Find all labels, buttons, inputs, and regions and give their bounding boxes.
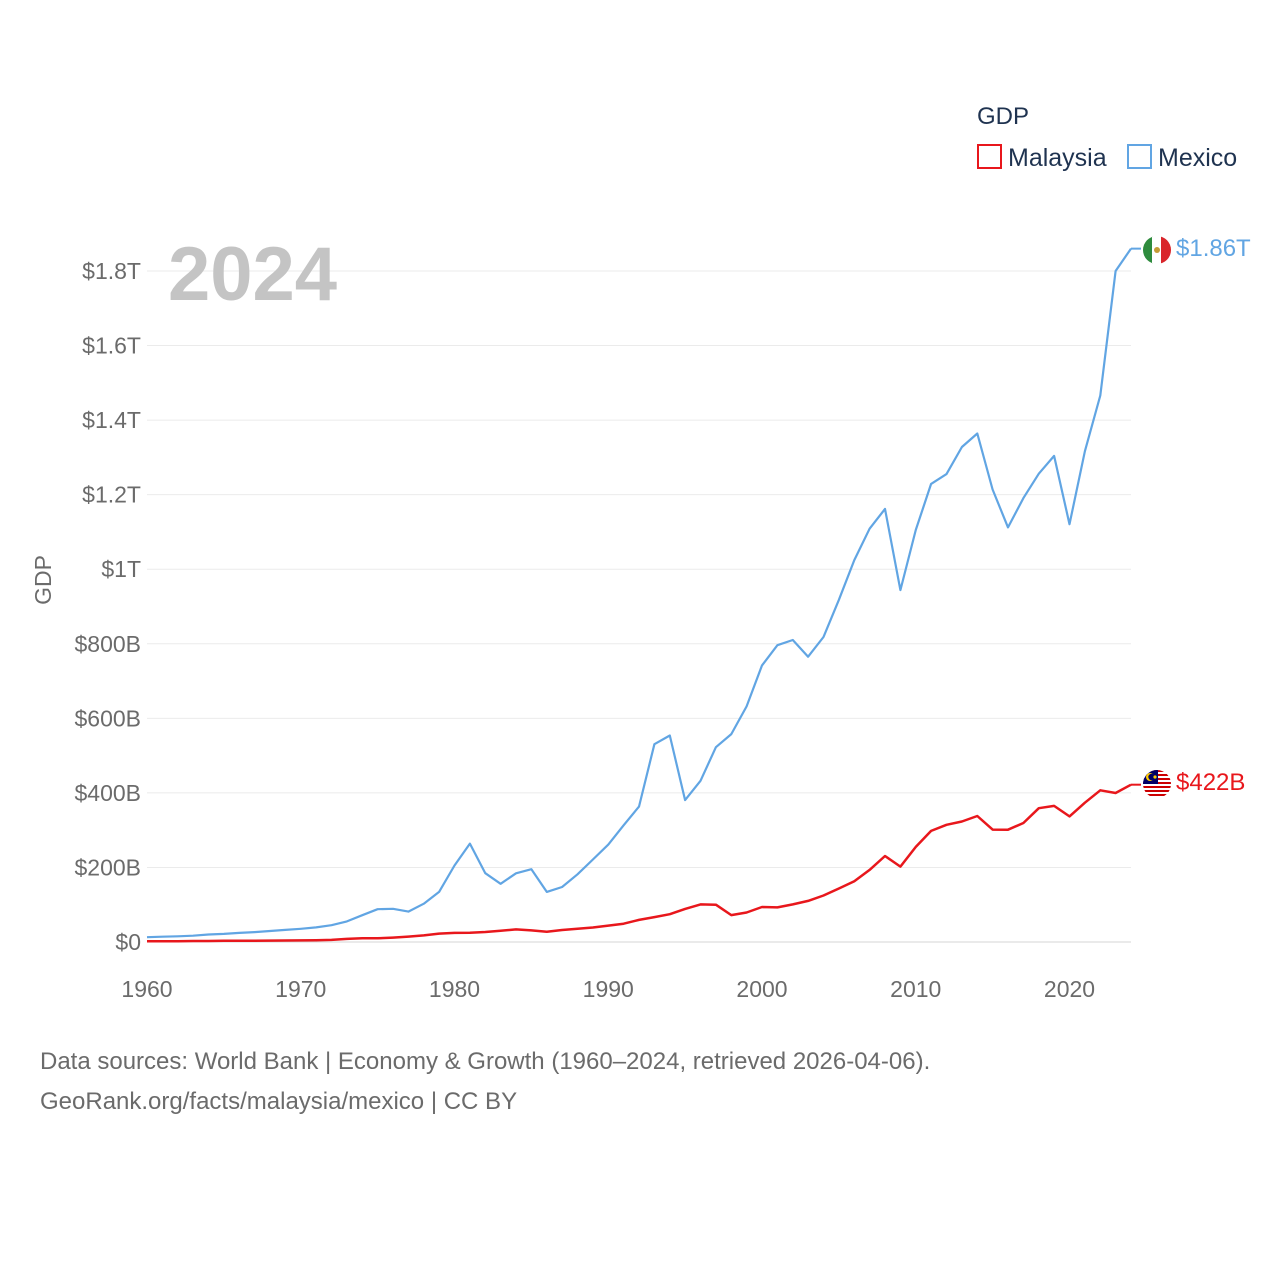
y-tick-label: $1.4T xyxy=(82,407,141,433)
y-tick-label: $400B xyxy=(74,780,141,806)
series-line-mexico[interactable] xyxy=(146,247,1132,939)
footer-line-sources: Data sources: World Bank | Economy & Gro… xyxy=(40,1048,931,1075)
footer-line-url: GeoRank.org/facts/malaysia/mexico | CC B… xyxy=(40,1088,518,1115)
year-watermark: 2024 xyxy=(168,232,337,317)
x-tick-label: 2010 xyxy=(890,976,941,1002)
y-tick-label: $1.8T xyxy=(82,258,141,284)
x-tick-label: 1980 xyxy=(429,976,480,1002)
y-axis-label: GDP xyxy=(30,555,56,605)
mexico-flag-icon xyxy=(1143,236,1171,264)
legend-label-mexico[interactable]: Mexico xyxy=(1158,144,1237,172)
gridlines xyxy=(147,270,1131,943)
legend-title: GDP xyxy=(977,103,1029,130)
legend-swatch-malaysia[interactable] xyxy=(977,144,1002,169)
legend-label-malaysia[interactable]: Malaysia xyxy=(1008,144,1107,172)
y-tick-label: $1.2T xyxy=(82,482,141,508)
legend-swatch-mexico[interactable] xyxy=(1127,144,1152,169)
y-tick-label: $1.6T xyxy=(82,333,141,359)
x-tick-label: 2020 xyxy=(1044,976,1095,1002)
footer-sources: Data sources: World Bank | Economy & Gro… xyxy=(40,1042,930,1122)
y-tick-label: $600B xyxy=(74,705,141,731)
y-tick-label: $1T xyxy=(101,556,141,582)
legend: GDP Malaysia Mexico xyxy=(977,103,1237,172)
x-tick-label: 1960 xyxy=(121,976,172,1002)
series-line-malaysia[interactable] xyxy=(147,783,1132,943)
x-axis-ticks: 1960 1970 1980 1990 2000 2010 2020 xyxy=(121,976,1095,1002)
y-tick-label: $0 xyxy=(115,929,141,955)
x-tick-label: 1990 xyxy=(583,976,634,1002)
malaysia-end-value: $422B xyxy=(1176,769,1245,796)
mexico-end-value: $1.86T xyxy=(1176,235,1251,262)
series-lines xyxy=(146,247,1141,943)
x-tick-label: 1970 xyxy=(275,976,326,1002)
malaysia-flag-icon xyxy=(1143,770,1171,798)
x-tick-label: 2000 xyxy=(736,976,787,1002)
y-tick-label: $800B xyxy=(74,631,141,657)
y-axis-ticks: $0 $200B $400B $600B $800B $1T $1.2T $1.4T $1.6T… xyxy=(74,258,141,955)
y-tick-label: $200B xyxy=(74,854,141,880)
